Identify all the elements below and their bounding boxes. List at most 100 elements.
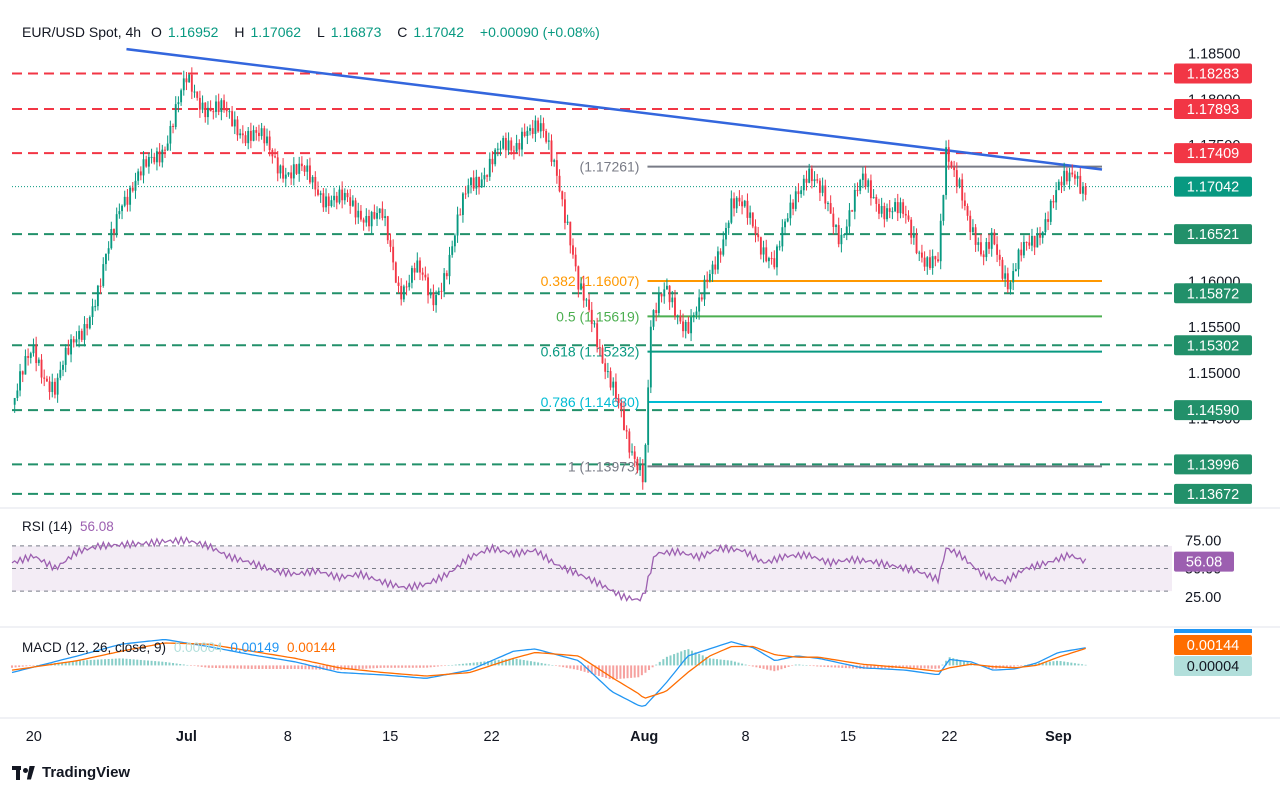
rsi-value-badge [1174,551,1234,572]
candle-body [961,179,964,201]
fib-level-label: 1 (1.13973) [568,458,640,474]
candle-body [231,111,234,127]
candle-body [193,91,196,93]
macd-histogram-bar [941,664,944,666]
macd-histogram-bar [1020,665,1023,666]
candle-body [376,213,378,219]
macd-histogram-bar [14,665,17,668]
macd-histogram-bar [415,665,418,668]
support-price-badge [1174,224,1252,245]
candle-body [827,203,829,205]
candle-body [410,268,413,283]
macd-histogram-bar [794,664,797,666]
macd-histogram-bar [812,665,815,667]
candle-body [478,176,480,188]
macd-histogram-bar [648,665,651,671]
fib-level-label: 0.786 (1.14680) [541,394,640,410]
candle-body [813,179,816,182]
macd-histogram-bar [261,665,264,669]
macd-histogram-bar [637,665,640,678]
candle-body [467,185,470,194]
price-badge-label: 1.13672 [1187,487,1239,503]
candle-body [690,317,693,334]
candle-body [805,178,808,183]
candle-body [1057,181,1060,191]
time-axis-label: 22 [941,729,957,745]
candle-body [950,161,953,168]
low-label: L [316,24,325,40]
fib-level-label: 0.382 (1.16007) [541,273,640,289]
support-price-badge [1174,283,1252,304]
candle-body [357,210,360,218]
macd-histogram-bar [368,665,371,669]
candle-body [48,381,51,393]
candle-body [953,167,956,171]
candle-body [142,159,145,176]
candle-body [209,107,212,112]
candle-body [878,203,880,214]
candle-body [725,228,727,240]
macd-histogram-bar [748,665,751,666]
macd-signal-value: 0.00144 [286,640,336,655]
macd-histogram-bar [540,663,543,666]
macd-histogram-bar [651,665,654,668]
candle-body [639,465,642,471]
candle-body [54,381,56,395]
candle-body [665,285,668,290]
macd-histogram-bar [762,665,765,669]
candle-body [419,260,421,273]
macd-histogram-bar [537,662,540,666]
candle-body [682,321,684,332]
candle-body [1052,200,1055,203]
candle-body [1044,219,1047,233]
resistance-price-badge [1174,99,1252,120]
candle-body [499,148,502,150]
macd-histogram-bar [433,665,436,667]
macd-histogram-bar [408,665,411,668]
candle-body [405,286,408,288]
macd-histogram-bar [948,657,951,666]
candle-body [169,126,172,144]
tradingview-logo[interactable]: TradingView [12,764,130,781]
macd-histogram-bar [1009,665,1012,668]
macd-histogram-bar [436,665,439,667]
macd-histogram-bar [512,658,515,666]
candle-body [523,131,526,137]
macd-histogram-bar [558,665,561,667]
macd-histogram-bar [1081,664,1084,666]
macd-histogram-bar [626,665,629,679]
candle-body [70,339,72,355]
candle-body [488,158,491,177]
candle-body [408,282,411,288]
macd-histogram-bar [379,665,382,668]
macd-histogram-bar [440,665,443,667]
macd-histogram-bar [884,665,887,669]
candle-body [727,222,730,229]
candle-body [451,246,454,255]
price-axis-tick: 1.15000 [1188,366,1240,382]
candle-body [394,262,397,283]
macd-histogram-bar [590,665,593,674]
macd-histogram-bar [930,665,933,669]
macd-histogram-bar [404,665,407,668]
candle-body [1004,273,1007,279]
candle-body [461,193,464,215]
candle-body [867,180,870,187]
macd-histogram-bar [175,663,178,666]
candle-body [590,309,593,324]
macd-histogram-bar [562,665,565,668]
candle-body [416,260,419,273]
candle-body [861,173,864,180]
macd-histogram-bar [397,665,400,668]
candle-body [236,119,239,136]
candle-body [43,377,46,379]
candle-body [674,297,676,317]
candle-body [1084,186,1087,195]
candle-body [955,170,958,187]
candle-body [789,202,792,219]
candle-body [765,247,768,262]
macd-histogram-bar [801,664,804,666]
macd-histogram-bar [529,661,532,666]
macd-histogram-bar [873,665,876,669]
